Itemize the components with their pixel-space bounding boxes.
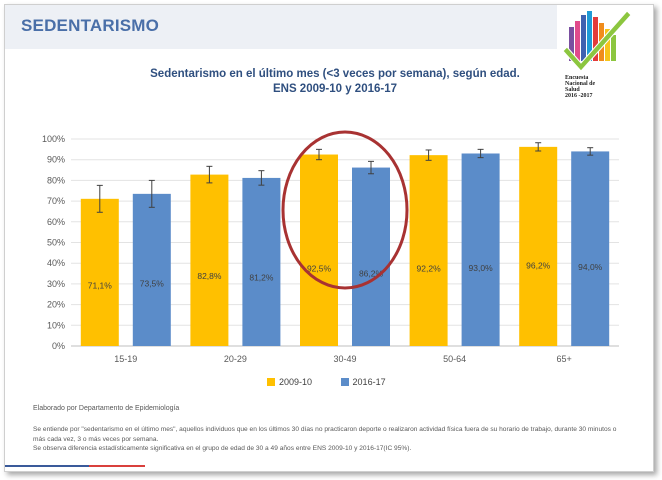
y-tick-label: 100% — [42, 134, 65, 144]
bar-chart: 0% 10% 20% 30% 40% 50% 60% 70% 80% 90% 100% 71,1% 73… — [42, 130, 619, 364]
definition-note: Se entiende por "sedentarismo en el últi… — [33, 426, 617, 443]
data-label: 86,2% — [359, 268, 384, 278]
source-note: Elaborado por Departamento de Epidemiolo… — [33, 405, 180, 412]
data-label: 73,5% — [140, 279, 165, 289]
data-label: 92,5% — [307, 263, 332, 273]
slide: SEDENTARISMO Encuesta Nacional de Salud … — [4, 4, 654, 472]
y-tick-label: 10% — [47, 320, 65, 330]
significance-note: Se observa diferencia estadísticamente s… — [33, 445, 412, 452]
bar-2009-10-65+ — [519, 146, 558, 346]
legend: 2009-10 2016-17 — [267, 377, 412, 388]
x-tick-label: 65+ — [557, 354, 572, 364]
data-label: 81,2% — [249, 272, 274, 282]
x-tick-label: 30-49 — [333, 354, 356, 364]
y-tick-label: 20% — [47, 300, 65, 310]
header-bar: SEDENTARISMO — [5, 5, 557, 49]
y-tick-label: 0% — [52, 341, 65, 351]
data-label: 94,0% — [578, 262, 603, 272]
y-tick-label: 40% — [47, 258, 65, 268]
accent-line — [5, 465, 145, 467]
page-title: SEDENTARISMO — [21, 16, 160, 35]
data-label: 96,2% — [526, 260, 551, 270]
bar-2016-17-50-64 — [461, 153, 500, 346]
bar-2009-10-20-29 — [190, 174, 229, 346]
y-tick-label: 90% — [47, 155, 65, 165]
legend-item-2009-10: 2009-10 — [267, 377, 312, 387]
data-label: 92,2% — [417, 264, 442, 274]
legend-swatch — [340, 378, 349, 386]
y-tick-label: 60% — [47, 217, 65, 227]
y-tick-label: 50% — [47, 238, 65, 248]
x-tick-label: 15-19 — [114, 354, 137, 364]
y-tick-label: 70% — [47, 196, 65, 206]
footnotes: Se entiende por "sedentarismo en el últi… — [33, 425, 623, 454]
x-tick-label: 50-64 — [443, 354, 466, 364]
highlight-circle — [281, 130, 409, 290]
data-label: 93,0% — [469, 263, 494, 273]
data-label: 82,8% — [197, 271, 222, 281]
legend-swatch — [267, 378, 275, 386]
y-tick-label: 30% — [47, 279, 65, 289]
bar-2016-17-15-19 — [132, 193, 171, 346]
bar-2009-10-30-49 — [300, 154, 338, 346]
bar-2009-10-50-64 — [409, 155, 448, 346]
bar-2009-10-15-19 — [80, 198, 119, 346]
logo-text: Encuesta Nacional de Salud 2016 -2017 — [565, 75, 596, 99]
bar-2016-17-20-29 — [242, 177, 281, 346]
data-label: 71,1% — [88, 281, 113, 291]
y-tick-label: 80% — [47, 175, 65, 185]
bar-2016-17-30-49 — [352, 167, 390, 346]
ens-logo — [562, 10, 632, 72]
legend-item-2016-17: 2016-17 — [340, 377, 386, 387]
x-tick-label: 20-29 — [224, 354, 247, 364]
bar-2016-17-65+ — [571, 151, 610, 346]
chart-title: Sedentarismo en el último mes (<3 veces … — [150, 68, 520, 95]
